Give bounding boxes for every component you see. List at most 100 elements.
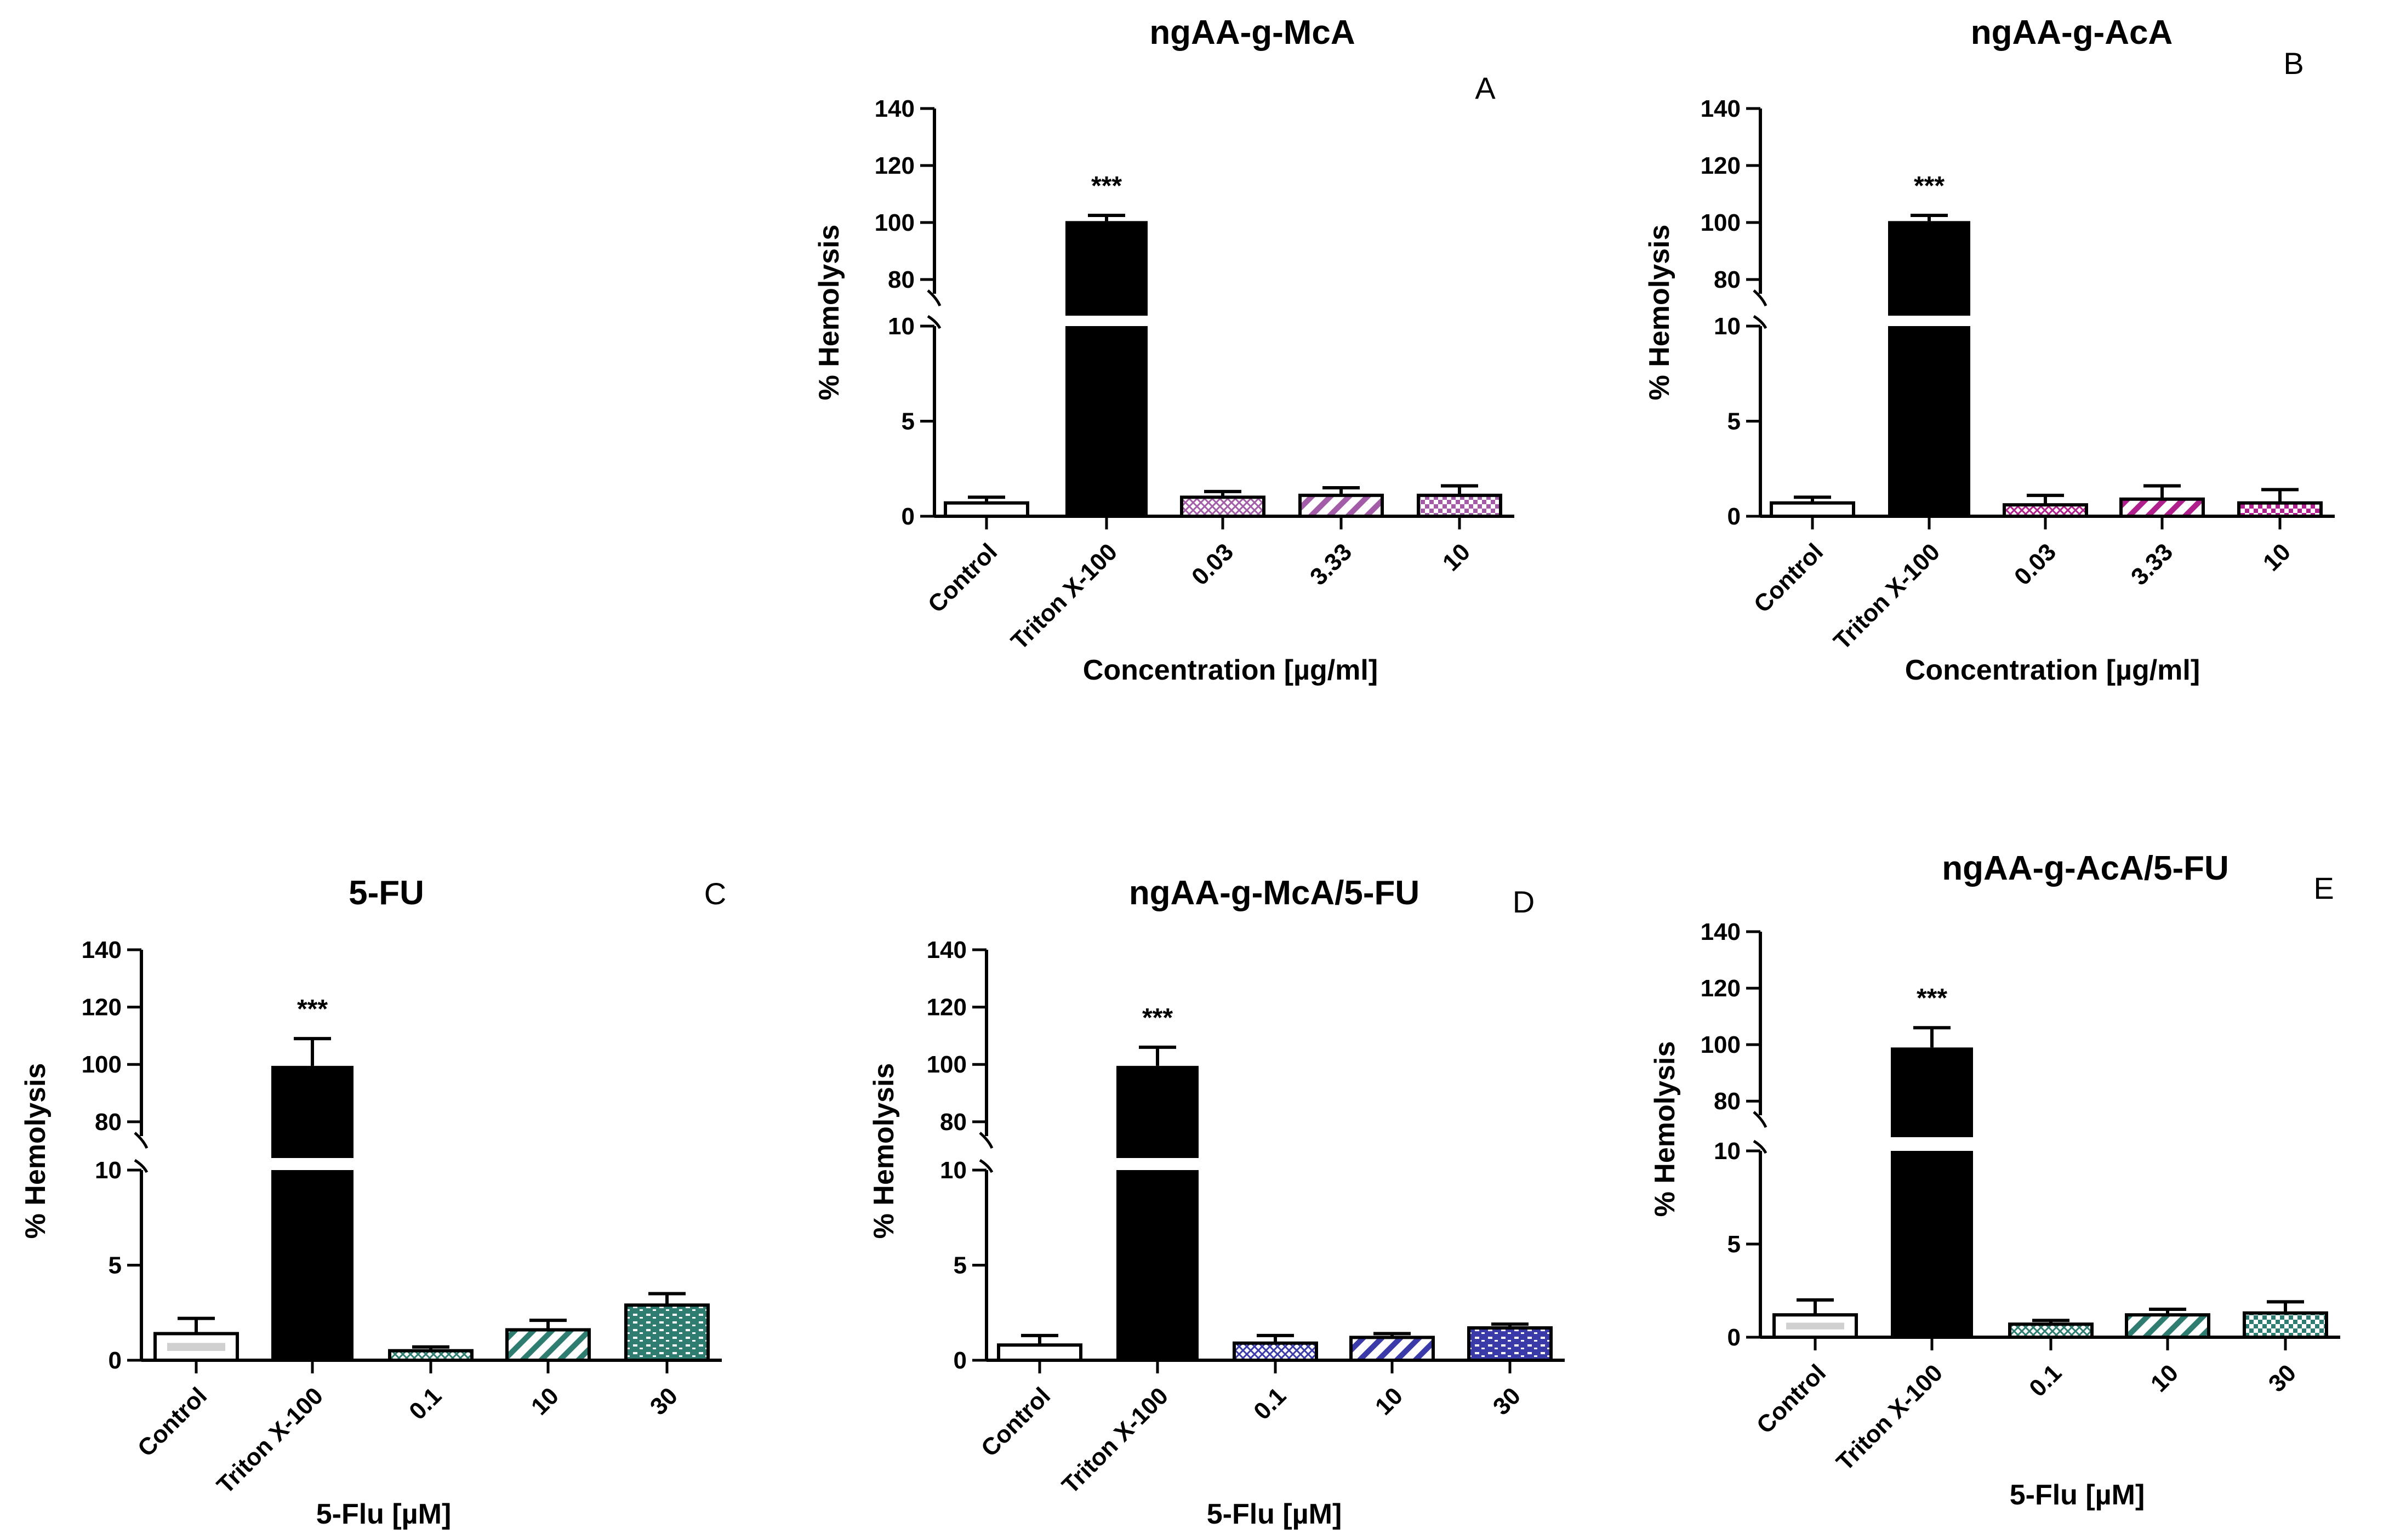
y-tick-label: 140: [1701, 919, 1741, 945]
y-tick-label: 80: [888, 266, 915, 293]
y-tick-label: 10: [1714, 313, 1741, 340]
y-tick-label: 100: [875, 209, 915, 236]
x-tick-label: 10: [1370, 1382, 1408, 1420]
significance-marker: ***: [1142, 1003, 1173, 1033]
x-tick-label: 0.03: [2009, 538, 2061, 590]
axis-break-mark: [134, 1132, 149, 1149]
chart-panel-d: ngAA-g-McA/5-FU D 0 5 10 80 100 120 140 % Hemolys…: [868, 874, 1565, 1530]
chart-panel-c: 5-FU C 0 5 10 80 100 120 140 % Hemolysis Control **…: [20, 874, 726, 1530]
significance-marker: ***: [1091, 172, 1122, 201]
bar: [1891, 1047, 1973, 1137]
y-tick-label: 120: [927, 994, 967, 1021]
chart-title: 5-FU: [349, 874, 424, 912]
y-tick-label: 80: [95, 1109, 122, 1136]
panel-letter: D: [1513, 885, 1535, 919]
y-tick-label: 140: [82, 937, 122, 963]
bar: [1891, 1151, 1973, 1337]
x-axis-label: 5-Flu [µM]: [316, 1498, 452, 1530]
y-tick-label: 120: [82, 994, 122, 1021]
y-tick-label: 120: [875, 152, 915, 179]
axis-break-mark: [134, 1159, 149, 1173]
chart-title: ngAA-g-McA: [1149, 14, 1355, 52]
bar: [2003, 503, 2088, 518]
panel-letter: A: [1475, 71, 1496, 105]
x-tick-label: 0.03: [1187, 538, 1239, 590]
y-axis-label: % Hemolysis: [868, 1063, 900, 1239]
x-tick-label: 10: [526, 1382, 564, 1420]
bar: [271, 1065, 353, 1158]
x-tick-label: 30: [1488, 1382, 1526, 1420]
bar: [1065, 326, 1148, 516]
y-tick-label: 100: [82, 1051, 122, 1078]
x-tick-label: 0.1: [1248, 1382, 1291, 1425]
chart-panel-e: ngAA-g-AcA/5-FU E 0 5 10 80 100 120 140 % Hemolys…: [1649, 849, 2340, 1511]
y-tick-label: 80: [1714, 266, 1741, 293]
axis-break-mark: [979, 1159, 994, 1173]
significance-marker: ***: [1917, 984, 1947, 1013]
y-axis-label: % Hemolysis: [813, 225, 845, 401]
bar: [997, 1343, 1082, 1362]
y-tick-label: 5: [1727, 408, 1741, 435]
axis-break-mark: [927, 315, 942, 329]
x-tick-label: Triton X-100: [1057, 1382, 1173, 1499]
bar: [2125, 1313, 2210, 1339]
chart-title: ngAA-g-AcA: [1971, 14, 2173, 52]
bar: [388, 1349, 474, 1362]
y-tick-label: 0: [1727, 1324, 1741, 1351]
bar: [2243, 1311, 2328, 1339]
axis-break-mark: [1753, 315, 1767, 329]
x-tick-label: 3.33: [1305, 538, 1357, 590]
bar: [1116, 1065, 1199, 1158]
bar: [2008, 1322, 2094, 1339]
axis-break-mark: [1753, 289, 1767, 307]
x-tick-label: 3.33: [2126, 538, 2178, 590]
y-tick-label: 120: [1701, 975, 1741, 1002]
bar: [624, 1303, 710, 1362]
significance-marker: ***: [1914, 172, 1945, 201]
x-tick-label: Control: [923, 538, 1002, 618]
x-axis-label: Concentration [µg/ml]: [1083, 654, 1378, 686]
bar: [1888, 326, 1970, 516]
axis-break-mark: [979, 1132, 994, 1149]
y-tick-label: 140: [875, 95, 915, 122]
y-tick-label: 10: [95, 1157, 122, 1184]
bar: [1349, 1336, 1435, 1362]
y-tick-label: 140: [927, 937, 967, 963]
y-tick-label: 120: [1701, 152, 1741, 179]
bar: [1180, 495, 1265, 518]
chart-panel-a: ngAA-g-McA A 0 5 10 80 100 120 140 % Hemolysis Con…: [813, 14, 1514, 686]
y-tick-label: 140: [1701, 95, 1741, 122]
y-tick-label: 100: [1701, 209, 1741, 236]
x-tick-label: Triton X-100: [212, 1382, 328, 1499]
x-axis-label: 5-Flu [µM]: [1207, 1498, 1342, 1530]
bar: [271, 1170, 353, 1360]
bar: [1770, 501, 1855, 518]
bar: [1065, 221, 1148, 316]
y-tick-label: 100: [927, 1051, 967, 1078]
y-tick-label: 5: [902, 408, 915, 435]
significance-marker: ***: [297, 995, 328, 1024]
chart-title: ngAA-g-AcA/5-FU: [1942, 849, 2229, 887]
x-tick-label: 10: [2146, 1359, 2183, 1397]
x-tick-label: Triton X-100: [1006, 538, 1122, 655]
x-tick-label: 30: [645, 1382, 683, 1420]
bar: [505, 1328, 591, 1362]
y-tick-label: 10: [940, 1157, 967, 1184]
y-axis-label: % Hemolysis: [20, 1063, 52, 1239]
bar: [1298, 493, 1384, 518]
y-tick-label: 5: [1727, 1231, 1741, 1258]
y-tick-label: 10: [888, 313, 915, 340]
y-tick-label: 100: [1701, 1031, 1741, 1058]
y-tick-label: 80: [940, 1109, 967, 1136]
x-tick-label: 30: [2263, 1359, 2301, 1397]
x-tick-label: Triton X-100: [1831, 1359, 1948, 1476]
bar: [2237, 501, 2323, 518]
bar: [1116, 1170, 1199, 1360]
y-tick-label: 0: [954, 1347, 967, 1374]
panel-letter: B: [2283, 46, 2304, 81]
bar: [1467, 1326, 1553, 1362]
x-tick-label: Control: [133, 1382, 212, 1462]
x-tick-label: 10: [1438, 538, 1475, 576]
y-tick-label: 0: [902, 503, 915, 530]
